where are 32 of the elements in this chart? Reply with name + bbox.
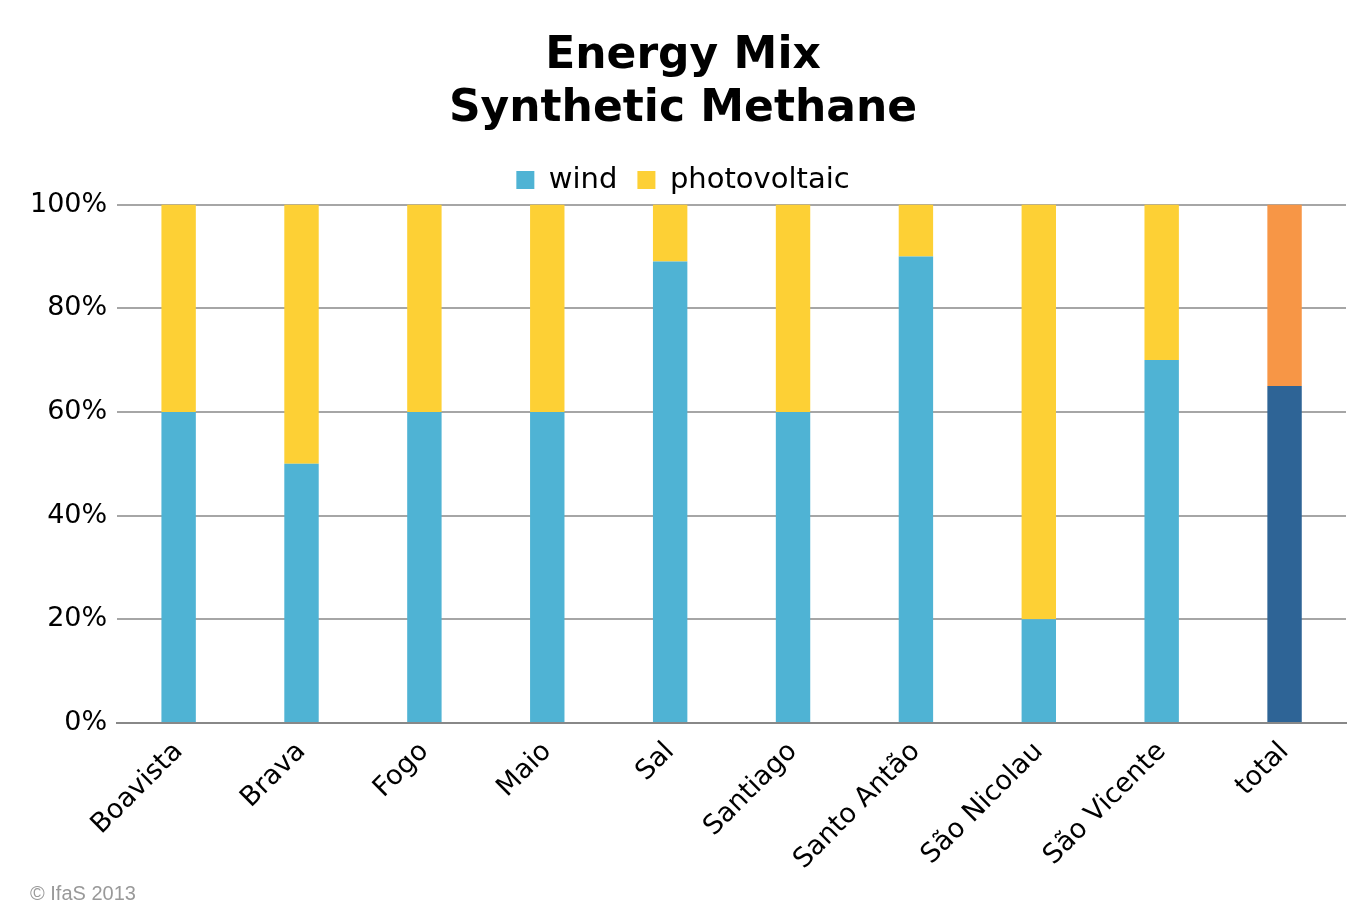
chart-subtitle: Synthetic Methane xyxy=(448,79,918,131)
legend-label: wind xyxy=(548,160,618,195)
bar xyxy=(898,204,934,257)
x-tick-label: Sal xyxy=(628,734,680,786)
chart-title: Energy Mix xyxy=(545,26,821,78)
bar xyxy=(284,463,319,722)
bar xyxy=(407,411,442,722)
y-tick-label: 0% xyxy=(64,704,108,736)
bar xyxy=(284,204,319,464)
y-tick-label: 100% xyxy=(29,186,108,218)
bar xyxy=(652,204,688,262)
text: © IfaS 2013 xyxy=(30,882,136,905)
bar xyxy=(775,411,811,722)
y-tick-label: 60% xyxy=(47,393,108,425)
bar xyxy=(898,256,934,722)
y-tick-label: 20% xyxy=(47,601,108,633)
bar xyxy=(1144,204,1179,361)
bar xyxy=(1144,360,1179,722)
bar xyxy=(407,204,442,412)
bar xyxy=(1021,204,1056,620)
bar xyxy=(1267,204,1302,387)
y-tick-label: 80% xyxy=(47,290,108,322)
bar xyxy=(530,204,565,412)
bar xyxy=(530,411,565,722)
bar xyxy=(1267,386,1302,722)
bar xyxy=(161,204,196,412)
bar xyxy=(652,261,688,722)
bar xyxy=(161,411,196,722)
bar xyxy=(775,204,811,412)
y-tick-label: 40% xyxy=(47,497,108,529)
legend-label: photovoltaic xyxy=(669,160,850,195)
bar xyxy=(1021,619,1056,722)
